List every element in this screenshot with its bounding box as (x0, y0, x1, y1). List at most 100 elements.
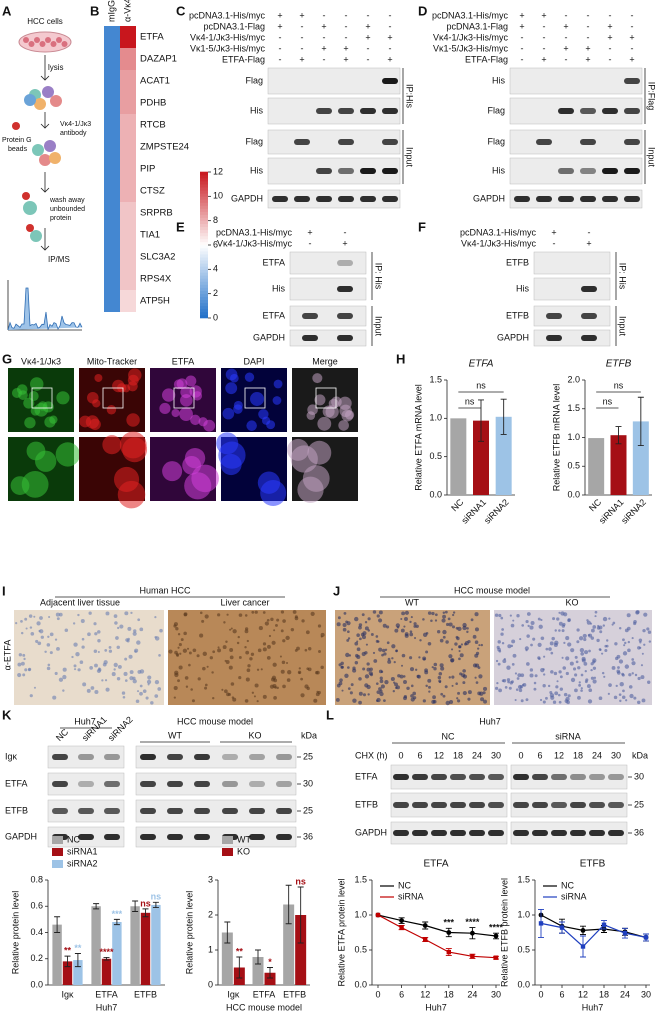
column-label: KO (565, 597, 578, 607)
ihc-nucleus (575, 660, 579, 664)
ihc-nucleus (22, 653, 26, 657)
ihc-nucleus (514, 698, 517, 702)
ihc-nucleus (94, 632, 98, 636)
group-label: Input (618, 316, 628, 337)
ihc-nucleus (635, 610, 640, 614)
condition-sign: - (631, 10, 634, 20)
blot-band (450, 774, 466, 780)
blot-label: GAPDH (231, 193, 263, 203)
ihc-nucleus (356, 633, 360, 637)
ihc-nucleus (380, 684, 385, 689)
ihc-nucleus (87, 632, 91, 637)
panel-label: I (2, 583, 6, 598)
ihc-nucleus (269, 684, 275, 689)
blot-band (532, 774, 548, 780)
ihc-nucleus (281, 660, 286, 665)
ihc-nucleus (97, 630, 101, 634)
condition-sign: - (587, 10, 590, 20)
ihc-nucleus (47, 635, 50, 638)
ihc-nucleus (400, 617, 403, 620)
ihc-nucleus (356, 647, 361, 652)
cell-signal (26, 441, 46, 461)
ihc-nucleus (619, 682, 624, 687)
ihc-nucleus (425, 684, 428, 688)
panel-label: J (333, 583, 340, 598)
ihc-nucleus (147, 675, 152, 680)
ihc-nucleus (545, 647, 549, 651)
ihc-nucleus (555, 685, 559, 689)
x-tick-label: 12 (578, 989, 588, 999)
blot-label: ETFB (506, 257, 529, 267)
ihc-nucleus (124, 657, 128, 661)
ihc-nucleus (186, 647, 190, 650)
ihc-nucleus (594, 610, 598, 614)
ihc-nucleus (315, 692, 320, 697)
ihc-nucleus (401, 664, 404, 667)
ihc-nucleus (624, 664, 630, 669)
blot-band (140, 834, 156, 840)
ihc-nucleus (554, 691, 559, 696)
ihc-nucleus (451, 675, 455, 679)
blot-label: His (250, 165, 263, 175)
ihc-nucleus (569, 661, 574, 666)
heat-cell (120, 224, 136, 246)
ihc-nucleus (502, 679, 507, 683)
ihc-nucleus (223, 621, 226, 624)
error-bar (285, 884, 292, 925)
blot-band (249, 834, 265, 840)
ihc-nucleus (445, 640, 449, 644)
blot-label: Flag (245, 136, 263, 146)
zoom-box (31, 387, 53, 409)
ihc-nucleus (294, 616, 299, 621)
ihc-nucleus (180, 638, 184, 642)
blot-band (360, 168, 376, 174)
ihc-nucleus (534, 674, 538, 678)
chart-title: ETFA (469, 359, 494, 370)
ihc-nucleus (317, 624, 322, 628)
blot-band (337, 313, 353, 319)
cell-signal (79, 415, 92, 428)
ihc-nucleus (527, 624, 530, 628)
ihc-nucleus (450, 658, 454, 663)
colorbar-step (200, 226, 208, 231)
ihc-nucleus (108, 649, 113, 653)
ihc-nucleus (192, 648, 197, 653)
ihc-nucleus (545, 696, 548, 700)
ihc-nucleus (409, 632, 414, 637)
ihc-nucleus (228, 665, 233, 670)
blot-band (222, 754, 238, 760)
ihc-nucleus (24, 617, 28, 621)
ihc-nucleus (298, 671, 301, 674)
ihc-nucleus (244, 699, 249, 703)
ihc-nucleus (226, 613, 229, 616)
ihc-nucleus (122, 695, 126, 699)
ihc-nucleus (150, 701, 154, 705)
ihc-nucleus (448, 654, 453, 659)
ihc-nucleus (129, 676, 134, 681)
heat-cell (104, 92, 120, 114)
ihc-nucleus (422, 699, 426, 703)
heat-cell (120, 268, 136, 290)
blot-strip (509, 189, 643, 209)
colorbar-step (200, 238, 208, 243)
blot-band (546, 313, 562, 319)
ihc-nucleus (631, 672, 634, 675)
ihc-nucleus (464, 642, 467, 646)
ihc-nucleus (633, 696, 637, 700)
ihc-nucleus (396, 685, 400, 690)
group-label: Input (374, 316, 384, 337)
ihc-nucleus (81, 645, 85, 649)
ihc-nucleus (23, 657, 26, 661)
column-label: Adjacent liver tissue (40, 597, 120, 607)
cell-signal (162, 388, 176, 402)
ihc-nucleus (174, 670, 179, 675)
ihc-nucleus (640, 675, 645, 680)
marker (622, 931, 628, 936)
ihc-nucleus (418, 656, 421, 659)
row-label: SLC3A2 (140, 252, 175, 263)
cell-signal (338, 396, 352, 410)
ihc-nucleus (480, 697, 485, 702)
cell-signal (179, 407, 193, 421)
panel-label: F (418, 219, 426, 234)
ihc-nucleus (48, 615, 51, 619)
